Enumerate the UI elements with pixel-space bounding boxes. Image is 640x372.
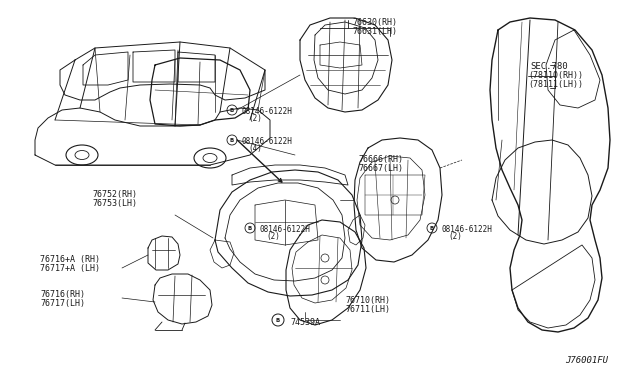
Text: (2): (2) <box>266 232 280 241</box>
Text: 76667(LH): 76667(LH) <box>358 164 403 173</box>
Text: 08146-6122H: 08146-6122H <box>442 225 493 234</box>
Text: 76752(RH): 76752(RH) <box>92 190 137 199</box>
Text: 76711(LH): 76711(LH) <box>345 305 390 314</box>
Text: 74539A: 74539A <box>290 318 320 327</box>
Text: J76001FU: J76001FU <box>565 356 608 365</box>
Text: 76710(RH): 76710(RH) <box>345 296 390 305</box>
Text: (4): (4) <box>248 144 262 153</box>
Text: (78111(LH)): (78111(LH)) <box>528 80 583 89</box>
Text: 76666(RH): 76666(RH) <box>358 155 403 164</box>
Text: 76630(RH): 76630(RH) <box>352 18 397 27</box>
Text: SEC.780: SEC.780 <box>530 62 568 71</box>
Text: B: B <box>430 225 434 231</box>
Text: 08146-6122H: 08146-6122H <box>260 225 311 234</box>
Text: 08146-6122H: 08146-6122H <box>242 137 293 146</box>
Text: 76717(LH): 76717(LH) <box>40 299 85 308</box>
Text: 76631(LH): 76631(LH) <box>352 27 397 36</box>
Text: B: B <box>230 108 234 112</box>
Text: 76716+A (RH): 76716+A (RH) <box>40 255 100 264</box>
Text: (2): (2) <box>448 232 462 241</box>
Text: B: B <box>276 317 280 323</box>
Text: B: B <box>230 138 234 142</box>
Text: (2): (2) <box>248 114 262 123</box>
Text: (78110(RH)): (78110(RH)) <box>528 71 583 80</box>
Text: 76716(RH): 76716(RH) <box>40 290 85 299</box>
Text: 08146-6122H: 08146-6122H <box>242 107 293 116</box>
Text: B: B <box>248 225 252 231</box>
Text: 76717+A (LH): 76717+A (LH) <box>40 264 100 273</box>
Text: 76753(LH): 76753(LH) <box>92 199 137 208</box>
